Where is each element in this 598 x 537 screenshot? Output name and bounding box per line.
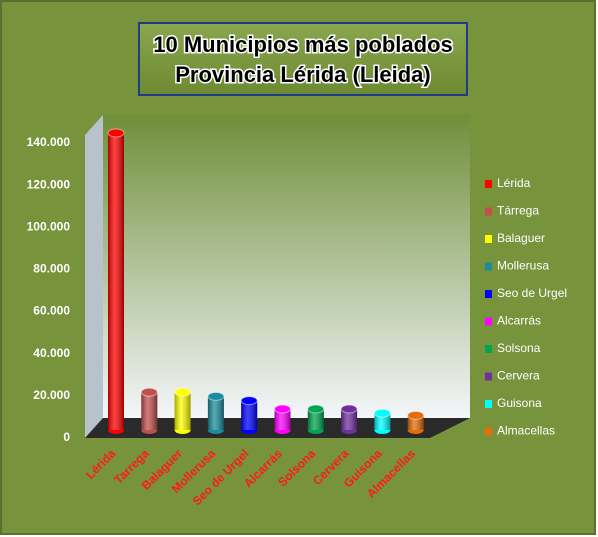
y-tick-label: 80.000 bbox=[33, 262, 70, 276]
bar-part bbox=[107, 128, 125, 138]
legend-swatch bbox=[485, 235, 492, 243]
legend-swatch bbox=[485, 290, 492, 298]
bar-part bbox=[207, 396, 224, 430]
legend-swatch bbox=[485, 427, 492, 436]
bar-part bbox=[373, 408, 391, 418]
legend-label: Cervera bbox=[497, 369, 540, 383]
y-tick-label: 100.000 bbox=[27, 219, 71, 233]
bar-part bbox=[174, 387, 192, 397]
bar bbox=[274, 404, 291, 434]
bar bbox=[373, 408, 391, 434]
bar-part bbox=[341, 409, 358, 430]
bar-part bbox=[340, 404, 358, 414]
bar bbox=[207, 391, 225, 434]
bar-part bbox=[407, 410, 425, 420]
bar-part bbox=[174, 392, 191, 430]
legend-swatch bbox=[485, 317, 492, 326]
bar-part bbox=[141, 392, 158, 430]
back-wall bbox=[103, 115, 470, 418]
bar-part bbox=[307, 409, 324, 430]
y-tick-label: 140.000 bbox=[27, 135, 71, 149]
legend-label: Almacellas bbox=[497, 424, 555, 438]
chart-subtitle: Provincia Lérida (Lleida) bbox=[175, 62, 431, 87]
y-tick-label: 40.000 bbox=[33, 346, 70, 360]
bar-part bbox=[374, 413, 391, 430]
bar bbox=[340, 404, 358, 434]
bar-part bbox=[240, 396, 258, 406]
y-tick-label: 0 bbox=[63, 430, 70, 444]
legend-label: Lérida bbox=[497, 176, 531, 190]
legend-label: Seo de Urgel bbox=[497, 286, 567, 300]
bar bbox=[140, 387, 158, 434]
bar-part bbox=[241, 400, 258, 430]
chart-title: 10 Municipios más poblados bbox=[153, 32, 453, 57]
legend-swatch bbox=[485, 372, 492, 381]
bar-part bbox=[307, 404, 325, 414]
legend-swatch bbox=[485, 262, 492, 271]
legend-swatch bbox=[485, 180, 492, 188]
bar bbox=[107, 128, 125, 434]
legend-label: Mollerusa bbox=[497, 259, 549, 273]
bar-part bbox=[207, 391, 225, 401]
legend-label: Balaguer bbox=[497, 231, 545, 245]
legend-label: Alcarrás bbox=[497, 314, 541, 328]
legend-label: Guisona bbox=[497, 396, 542, 410]
legend-swatch bbox=[485, 345, 492, 353]
bar-part bbox=[108, 133, 124, 430]
bar bbox=[307, 404, 325, 434]
title-box bbox=[138, 22, 468, 96]
y-tick-label: 60.000 bbox=[33, 304, 70, 318]
legend-swatch bbox=[485, 207, 492, 216]
bar-part bbox=[274, 409, 291, 430]
side-wall bbox=[85, 115, 103, 438]
bar bbox=[174, 387, 192, 434]
bar bbox=[407, 410, 425, 434]
bar-part bbox=[140, 387, 158, 397]
legend-label: Solsona bbox=[497, 341, 541, 355]
y-tick-label: 20.000 bbox=[33, 388, 70, 402]
legend-label: Tárrega bbox=[497, 204, 539, 218]
legend-swatch bbox=[485, 400, 492, 408]
y-tick-label: 120.000 bbox=[27, 177, 71, 191]
bar bbox=[240, 396, 258, 434]
bar-part bbox=[274, 404, 291, 414]
